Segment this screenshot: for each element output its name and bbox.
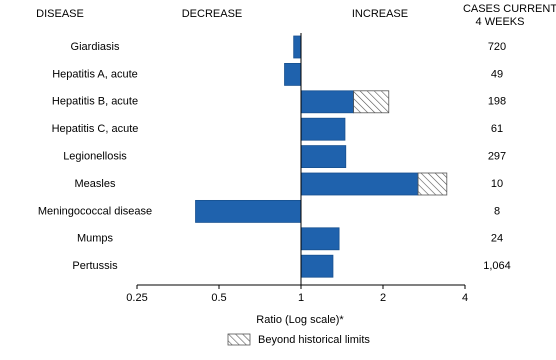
category-label: Hepatitis A, acute (52, 68, 138, 80)
bar-beyond-limits (417, 172, 448, 196)
cases-value: 720 (488, 41, 506, 53)
bar (300, 254, 334, 278)
x-tick-label: 4 (462, 292, 468, 304)
x-tick-label: 0.25 (126, 292, 147, 304)
legend-label: Beyond historical limits (258, 334, 370, 346)
category-label: Pertussis (72, 260, 118, 272)
category-label: Hepatitis B, acute (52, 96, 138, 108)
header-increase: INCREASE (352, 8, 408, 20)
category-label: Hepatitis C, acute (52, 123, 139, 135)
bar (300, 90, 355, 114)
category-label: Mumps (77, 233, 114, 245)
cases-value: 61 (491, 123, 503, 135)
cases-value: 10 (491, 178, 503, 190)
bar (293, 35, 302, 59)
cases-value: 24 (491, 233, 503, 245)
bar (300, 172, 419, 196)
cases-value: 49 (491, 68, 503, 80)
bar (300, 117, 346, 141)
bar (284, 63, 302, 86)
x-axis-label: Ratio (Log scale)* (256, 314, 344, 326)
legend-swatch (227, 333, 251, 346)
bar-beyond-limits (353, 90, 390, 114)
header-cases: CASES CURRENT (463, 3, 556, 15)
header-disease: DISEASE (36, 8, 84, 20)
header-cases: 4 WEEKS (476, 16, 525, 28)
category-label: Legionellosis (63, 151, 127, 163)
cases-value: 1,064 (483, 260, 511, 272)
bar (195, 199, 302, 223)
cases-value: 198 (488, 96, 506, 108)
x-tick-label: 2 (380, 292, 386, 304)
bar (300, 145, 347, 169)
cases-value: 8 (494, 205, 500, 217)
category-label: Meningococcal disease (38, 205, 152, 217)
category-label: Measles (75, 178, 116, 190)
x-tick-label: 0.5 (211, 292, 226, 304)
header-decrease: DECREASE (182, 8, 243, 20)
cases-value: 297 (488, 151, 506, 163)
x-tick-label: 1 (298, 292, 304, 304)
bar (300, 227, 340, 251)
category-label: Giardiasis (71, 41, 120, 53)
